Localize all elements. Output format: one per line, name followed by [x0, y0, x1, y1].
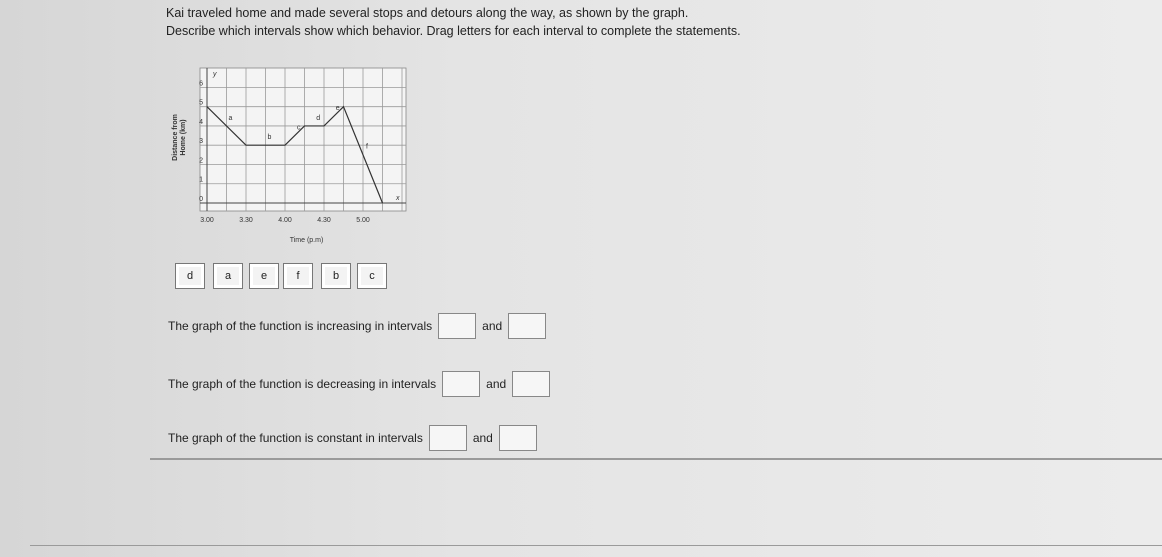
segment-label: a — [229, 115, 233, 122]
x-tick-label: 4.00 — [278, 217, 292, 224]
x-tick-label: 3.30 — [239, 217, 253, 224]
y-tick-label: 1 — [199, 177, 203, 184]
x-tick-label: 3.00 — [200, 217, 214, 224]
statement: The graph of the function is constant in… — [168, 425, 543, 451]
segment-label: f — [366, 144, 368, 151]
y-tick-label: 4 — [199, 119, 203, 126]
x-axis-letter: x — [395, 195, 400, 202]
graph: 0 1 2 3 4 5 6 3.00 3.30 4.00 4.30 5.00 y x Time (p.m) D… — [172, 67, 407, 244]
drop-box[interactable] — [442, 371, 481, 397]
y-tick-label: 2 — [199, 157, 203, 164]
drop-box[interactable] — [428, 425, 467, 451]
y-tick-label: 5 — [199, 100, 203, 107]
statement: The graph of the function is increasing … — [168, 313, 552, 339]
drop-box[interactable] — [438, 313, 477, 339]
joiner: and — [472, 431, 493, 445]
y-axis-label: Distance fromHome (km) — [172, 114, 187, 161]
joiner: and — [486, 377, 507, 391]
data-line — [206, 105, 384, 204]
x-tick-label: 4.30 — [317, 217, 331, 224]
letter-tile[interactable]: d — [175, 263, 205, 289]
statement-text: The graph of the function is decreasing … — [168, 377, 437, 391]
drop-box[interactable] — [508, 313, 547, 339]
instruction: Kai traveled home and made several stops… — [166, 6, 689, 20]
x-tick-label: 5.00 — [356, 217, 370, 224]
x-axis-label: Time (p.m) — [290, 237, 324, 244]
y-axis-label-line: Home (km) — [180, 119, 187, 155]
segment-label: c — [297, 124, 301, 131]
segment-label: e — [336, 105, 340, 112]
segment-label: b — [268, 134, 272, 141]
drop-box[interactable] — [512, 371, 551, 397]
letter-tile[interactable]: a — [213, 263, 243, 289]
statement-text: The graph of the function is increasing … — [168, 319, 433, 333]
y-tick-label: 0 — [199, 196, 203, 203]
divider — [30, 545, 1162, 546]
y-axis-label-line: Distance from — [172, 114, 179, 161]
drop-box[interactable] — [498, 425, 537, 451]
letter-tile[interactable]: f — [283, 263, 313, 289]
segment-label: d — [316, 115, 320, 122]
letter-tile[interactable]: c — [357, 263, 387, 289]
y-tick-label: 6 — [199, 80, 203, 87]
joiner: and — [482, 319, 503, 333]
statement: The graph of the function is decreasing … — [168, 371, 556, 397]
divider — [150, 458, 1162, 460]
instruction: Describe which intervals show which beha… — [166, 24, 741, 38]
statement-text: The graph of the function is constant in… — [168, 431, 423, 445]
y-tick-label: 3 — [199, 138, 203, 145]
y-axis-letter: y — [212, 71, 217, 78]
letter-tile[interactable]: e — [249, 263, 279, 289]
plot-area — [199, 67, 407, 212]
letter-tile[interactable]: b — [321, 263, 351, 289]
